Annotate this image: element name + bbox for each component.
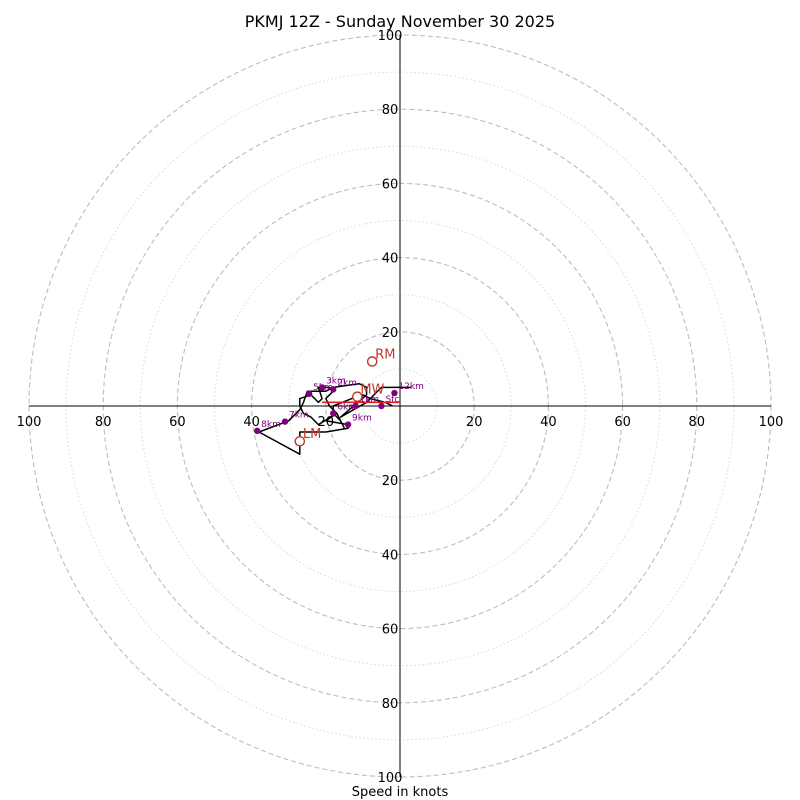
storm-motion-lm	[294, 435, 306, 447]
hodograph-trace	[258, 382, 412, 455]
tick-label-x-pos-40: 40	[540, 415, 557, 430]
tick-label-x-pos-100: 100	[759, 415, 784, 430]
tick-label-y-pos-60: 60	[382, 177, 399, 192]
storm-motion-mw	[352, 391, 363, 403]
tick-label-x-neg-100: 100	[17, 415, 42, 430]
tick-label-x-neg-80: 80	[95, 415, 112, 430]
layer-label-8km: 8km	[261, 420, 281, 430]
storm-motion-rm	[366, 356, 378, 367]
layer-label-3km: 3km	[326, 376, 346, 386]
tick-label-y-neg-80: 80	[382, 697, 399, 712]
layer-point-9km	[344, 421, 352, 428]
tick-label-y-pos-100: 100	[378, 29, 403, 44]
tick-label-x-pos-80: 80	[689, 415, 706, 430]
tick-label-x-pos-20: 20	[466, 415, 483, 430]
tick-label-y-neg-60: 60	[382, 623, 399, 638]
tick-label-y-neg-100: 100	[378, 771, 403, 786]
layer-label-7km: 7km	[289, 411, 309, 421]
tick-label-x-neg-60: 60	[169, 415, 186, 430]
storm-motion-label-lm: LM	[303, 427, 321, 442]
layer-label-2km: 2km	[337, 378, 357, 388]
layer-label-sfc: Sfc	[385, 395, 399, 405]
layer-point-12km	[391, 389, 398, 397]
layer-point-8km	[253, 427, 261, 435]
tick-label-y-neg-20: 20	[382, 474, 399, 489]
tick-label-y-pos-80: 80	[382, 103, 399, 118]
layer-point-sfc	[378, 402, 385, 410]
layer-label-12km: 12km	[398, 382, 423, 392]
layer-point-2km	[330, 386, 337, 393]
chart-title: PKMJ 12Z - Sunday November 30 2025	[245, 12, 555, 31]
storm-motion-markers: RM LM MW	[294, 347, 395, 447]
tick-label-y-neg-40: 40	[382, 548, 399, 563]
layer-point-1km	[352, 402, 359, 410]
layer-label-5km: 5km	[313, 383, 333, 393]
tick-label-y-pos-40: 40	[382, 252, 399, 267]
layer-point-7km	[281, 418, 289, 425]
layer-label-1km: 1km	[359, 395, 379, 405]
layer-point-5km	[305, 390, 313, 397]
layer-label-9km: 9km	[352, 414, 372, 424]
tick-label-y-pos-20: 20	[382, 326, 399, 341]
storm-motion-label-rm: RM	[375, 347, 395, 362]
layer-label-6km: 6km	[337, 402, 357, 412]
layer-point-3km	[318, 384, 326, 391]
tick-label-x-neg-40: 40	[243, 415, 260, 430]
tick-label-x-pos-60: 60	[614, 415, 631, 430]
x-axis-label: Speed in knots	[352, 785, 449, 800]
storm-motion-label-mw: MW	[360, 383, 384, 398]
layer-point-6km	[330, 410, 337, 417]
